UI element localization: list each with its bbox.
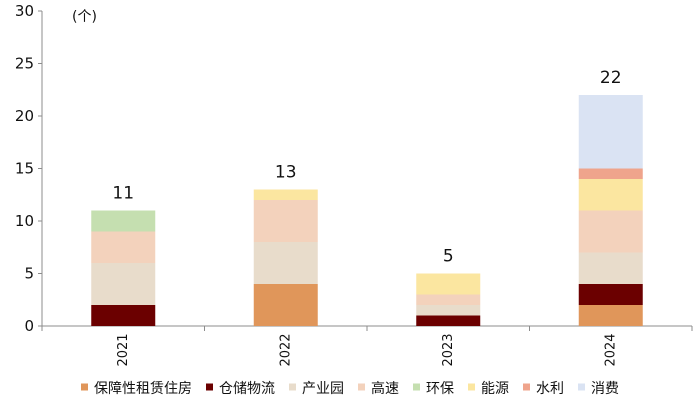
- y-tick-label: 25: [15, 55, 34, 73]
- legend-item-3: 产业园: [289, 381, 344, 397]
- bar-segment-2024-8: [578, 95, 643, 169]
- total-label-2023: 5: [443, 247, 454, 267]
- y-tick-label: 10: [15, 212, 34, 230]
- bar-segment-2024-4: [578, 210, 643, 253]
- bar-segment-2021-2: [91, 305, 156, 326]
- bar-segment-2021-3: [91, 263, 156, 305]
- y-tick-label: 30: [15, 2, 34, 20]
- legend-item-1: 保障性租赁住房: [81, 381, 192, 397]
- bar-segment-2023-6: [416, 273, 481, 295]
- legend-label: 能源: [481, 381, 509, 397]
- y-tick-label: 0: [24, 317, 34, 335]
- total-label-2021: 11: [112, 184, 134, 204]
- bar-segment-2023-3: [416, 305, 481, 316]
- x-tick-label-2022: 2022: [278, 333, 293, 366]
- bar-segment-2023-4: [416, 294, 481, 305]
- legend-swatch: [357, 383, 365, 391]
- legend-swatch: [289, 383, 297, 391]
- x-tick-label-2024: 2024: [603, 333, 618, 366]
- legend-label: 高速: [371, 380, 399, 397]
- x-tick-labels: 2021 2022 2023 2024: [41, 326, 693, 367]
- legend-swatch: [206, 383, 214, 391]
- legend-label: 环保: [426, 381, 454, 397]
- y-axis-unit-label: (个): [72, 9, 97, 25]
- bar-segment-2021-5: [91, 210, 156, 232]
- x-tick-label-2023: 2023: [441, 333, 456, 366]
- legend-swatch: [522, 383, 530, 391]
- legend-item-4: 高速: [357, 380, 399, 397]
- total-label-2022: 13: [275, 163, 297, 183]
- bar-segment-2022-3: [253, 242, 318, 284]
- total-label-2024: 22: [600, 68, 622, 88]
- y-tick-label: 20: [15, 107, 34, 125]
- legend-swatch: [577, 383, 585, 391]
- y-tick-labels: 0 5 10 15 20 25 30: [15, 2, 42, 335]
- legend-swatch: [81, 383, 89, 391]
- legend-swatch: [467, 383, 475, 391]
- x-tick-label-2021: 2021: [116, 333, 131, 366]
- legend-swatch: [412, 383, 420, 391]
- legend-item-7: 水利: [522, 381, 564, 397]
- bar-segment-2024-1: [578, 305, 643, 326]
- legend-label: 消费: [591, 381, 619, 397]
- bar-stacks: [91, 95, 643, 326]
- bar-segment-2024-6: [578, 179, 643, 211]
- legend-label: 水利: [536, 381, 564, 397]
- bar-segment-2024-3: [578, 252, 643, 284]
- legend-item-8: 消费: [577, 381, 619, 397]
- bar-segment-2023-2: [416, 315, 481, 326]
- legend-label: 产业园: [302, 381, 344, 397]
- bar-segment-2024-2: [578, 284, 643, 305]
- bar-segment-2022-6: [253, 189, 318, 200]
- legend-label: 保障性租赁住房: [94, 381, 192, 397]
- legend-item-6: 能源: [467, 381, 509, 397]
- total-labels: 11 13 5 22: [112, 68, 621, 267]
- y-tick-label: 5: [24, 265, 34, 283]
- legend-label: 仓储物流: [219, 381, 275, 397]
- legend: 保障性租赁住房 仓储物流 产业园 高速 环保 能源 水利 消费: [81, 380, 619, 397]
- y-tick-label: 15: [15, 160, 34, 178]
- bar-segment-2024-7: [578, 168, 643, 179]
- legend-item-2: 仓储物流: [206, 381, 275, 397]
- bar-segment-2021-4: [91, 231, 156, 263]
- bar-segment-2022-1: [253, 284, 318, 326]
- bar-segment-2022-4: [253, 200, 318, 242]
- legend-item-5: 环保: [412, 381, 454, 397]
